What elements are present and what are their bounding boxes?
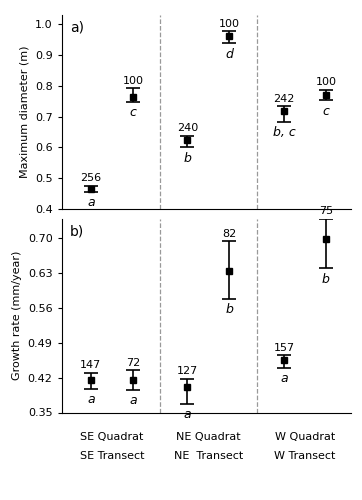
Text: b): b) [70, 224, 84, 238]
Text: d: d [226, 48, 233, 60]
Text: a): a) [70, 21, 84, 35]
Text: 75: 75 [319, 206, 333, 216]
Text: SE Quadrat: SE Quadrat [80, 432, 144, 442]
Text: NE  Transect: NE Transect [174, 452, 243, 462]
Text: 100: 100 [219, 18, 240, 28]
Text: 100: 100 [315, 78, 336, 88]
Text: c: c [323, 104, 329, 118]
Text: a: a [87, 196, 95, 209]
Y-axis label: Maximum diameter (m): Maximum diameter (m) [19, 46, 29, 178]
Text: W Quadrat: W Quadrat [275, 432, 335, 442]
Y-axis label: Growth rate (mm/year): Growth rate (mm/year) [12, 251, 22, 380]
Text: 147: 147 [80, 360, 102, 370]
Text: c: c [130, 106, 136, 119]
Text: 240: 240 [177, 124, 198, 134]
Text: 72: 72 [126, 358, 140, 368]
Text: 256: 256 [80, 174, 101, 184]
Text: NE Quadrat: NE Quadrat [176, 432, 241, 442]
Text: a: a [87, 393, 95, 406]
Text: b: b [322, 272, 330, 285]
Text: a: a [184, 408, 191, 421]
Text: W Transect: W Transect [274, 452, 336, 462]
Text: 127: 127 [177, 366, 198, 376]
Text: b: b [226, 304, 233, 316]
Text: a: a [129, 394, 137, 407]
Text: SE Transect: SE Transect [80, 452, 144, 462]
Text: 100: 100 [122, 76, 143, 86]
Text: b: b [184, 152, 191, 164]
Text: b, c: b, c [273, 126, 295, 140]
Text: a: a [280, 372, 288, 385]
Text: 242: 242 [273, 94, 295, 104]
Text: 82: 82 [222, 228, 236, 238]
Text: 157: 157 [273, 343, 295, 353]
